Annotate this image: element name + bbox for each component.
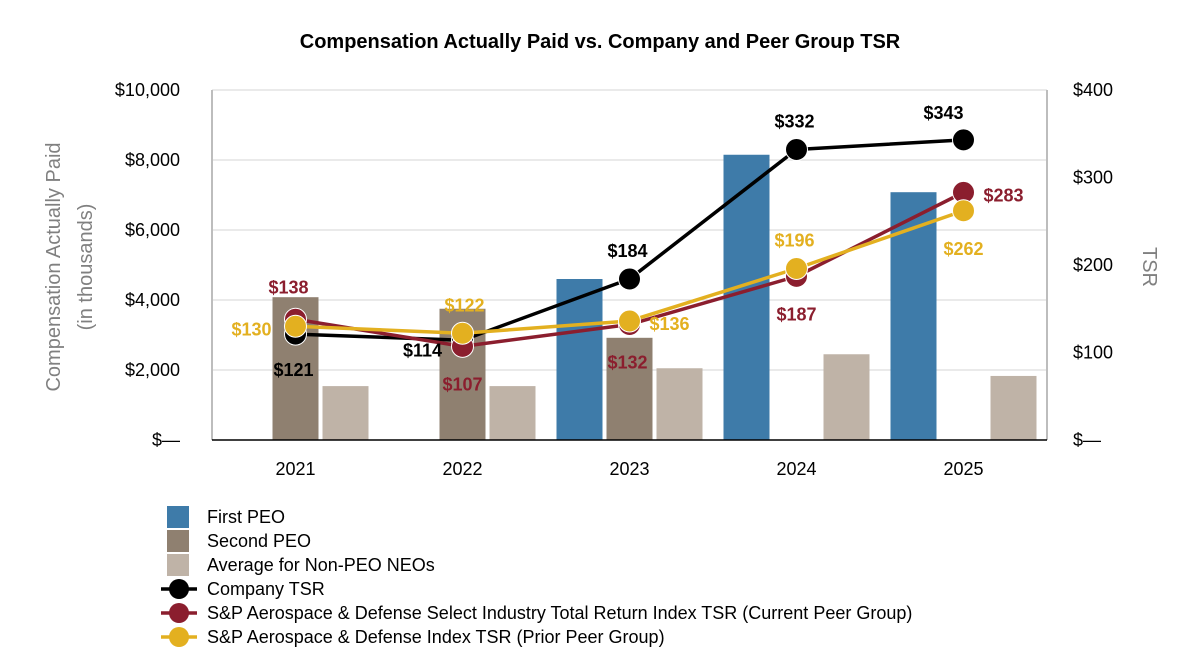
legend-label: Second PEO (207, 531, 311, 551)
legend-swatch-second-peo (167, 530, 189, 552)
right-axis-title: TSR (1138, 247, 1160, 287)
data-labels: $121 $114 $184 $332 $343 $138 $107 $132 $187 $283… (231, 103, 1023, 395)
data-label: $136 (650, 314, 690, 334)
marker-s-p-aerospace-defense-index-tsr-prior-peer-group--2025 (952, 199, 975, 223)
left-axis-title: Compensation Actually Paid (in thousands) (43, 142, 97, 391)
marker-s-p-aerospace-defense-index-tsr-prior-peer-group--2022 (451, 321, 474, 345)
legend: First PEO Second PEO Average for Non-PEO N… (161, 506, 912, 647)
data-label: $343 (923, 103, 963, 123)
legend-label: First PEO (207, 507, 285, 527)
legend-label: S&P Aerospace & Defense Select Industry … (207, 603, 912, 623)
chart-title: Compensation Actually Paid vs. Company a… (300, 31, 901, 53)
legend-label: S&P Aerospace & Defense Index TSR (Prior… (207, 627, 665, 647)
left-tick-label: $2,000 (125, 360, 180, 380)
right-tick-label: $— (1073, 430, 1101, 450)
data-label: $132 (607, 353, 647, 373)
legend-label: Company TSR (207, 579, 325, 599)
right-tick-label: $200 (1073, 255, 1113, 275)
legend-marker-s-p-aerospace-defense-select-industry-total-return-index-tsr-current-peer-group- (169, 603, 189, 623)
data-label: $262 (943, 239, 983, 259)
marker-s-p-aerospace-defense-index-tsr-prior-peer-group--2024 (785, 257, 808, 280)
marker-company-tsr-2023 (618, 267, 641, 291)
data-label: $138 (268, 277, 308, 297)
data-label: $184 (607, 241, 647, 261)
bar-average-for-non-peo-neos-2023 (656, 368, 703, 440)
left-tick-label: $6,000 (125, 220, 180, 240)
bar-average-for-non-peo-neos-2024 (823, 354, 870, 440)
left-axis-title-line: Compensation Actually Paid (43, 142, 65, 391)
x-tick-label: 2024 (776, 459, 816, 479)
bar-second-peo-2023 (606, 337, 653, 440)
data-label: $121 (273, 360, 313, 380)
legend-swatch-average-for-non-peo-neos (167, 554, 189, 576)
left-tick-label: $10,000 (115, 80, 180, 100)
data-label: $196 (774, 231, 814, 251)
right-tick-label: $100 (1073, 343, 1113, 363)
left-tick-label: $8,000 (125, 150, 180, 170)
data-label: $122 (444, 295, 484, 315)
bar-average-for-non-peo-neos-2022 (489, 386, 536, 440)
legend-marker-company-tsr (169, 579, 189, 599)
left-tick-label: $4,000 (125, 290, 180, 310)
left-tick-label: $— (152, 430, 180, 450)
x-tick-label: 2025 (943, 459, 983, 479)
data-label: $187 (776, 304, 816, 324)
bar-average-for-non-peo-neos-2021 (322, 386, 369, 440)
line-group (284, 128, 975, 358)
bar-average-for-non-peo-neos-2025 (990, 375, 1037, 440)
data-label: $130 (231, 319, 271, 339)
data-label: $114 (403, 340, 442, 360)
right-tick-label: $400 (1073, 80, 1113, 100)
right-tick-label: $300 (1073, 168, 1113, 188)
marker-s-p-aerospace-defense-index-tsr-prior-peer-group--2021 (284, 314, 307, 338)
bar-group (272, 154, 1037, 440)
left-axis-title-line: (in thousands) (75, 204, 97, 331)
x-tick-label: 2023 (609, 459, 649, 479)
data-label: $332 (774, 112, 814, 132)
marker-company-tsr-2025 (952, 128, 975, 152)
legend-marker-s-p-aerospace-defense-index-tsr-prior-peer-group- (169, 627, 189, 647)
data-label: $283 (984, 185, 1024, 205)
legend-label: Average for Non-PEO NEOs (207, 555, 435, 575)
x-tick-label: 2021 (275, 459, 315, 479)
bar-first-peo-2024 (723, 154, 770, 440)
legend-swatch-first-peo (167, 506, 189, 528)
marker-company-tsr-2024 (785, 138, 808, 161)
marker-s-p-aerospace-defense-index-tsr-prior-peer-group--2023 (618, 309, 641, 333)
axes: $— $2,000 $4,000 $6,000 $8,000 $10,000 $— $100 $… (43, 80, 1160, 479)
bar-first-peo-2023 (556, 279, 603, 440)
data-label: $107 (442, 374, 482, 394)
x-tick-label: 2022 (442, 459, 482, 479)
